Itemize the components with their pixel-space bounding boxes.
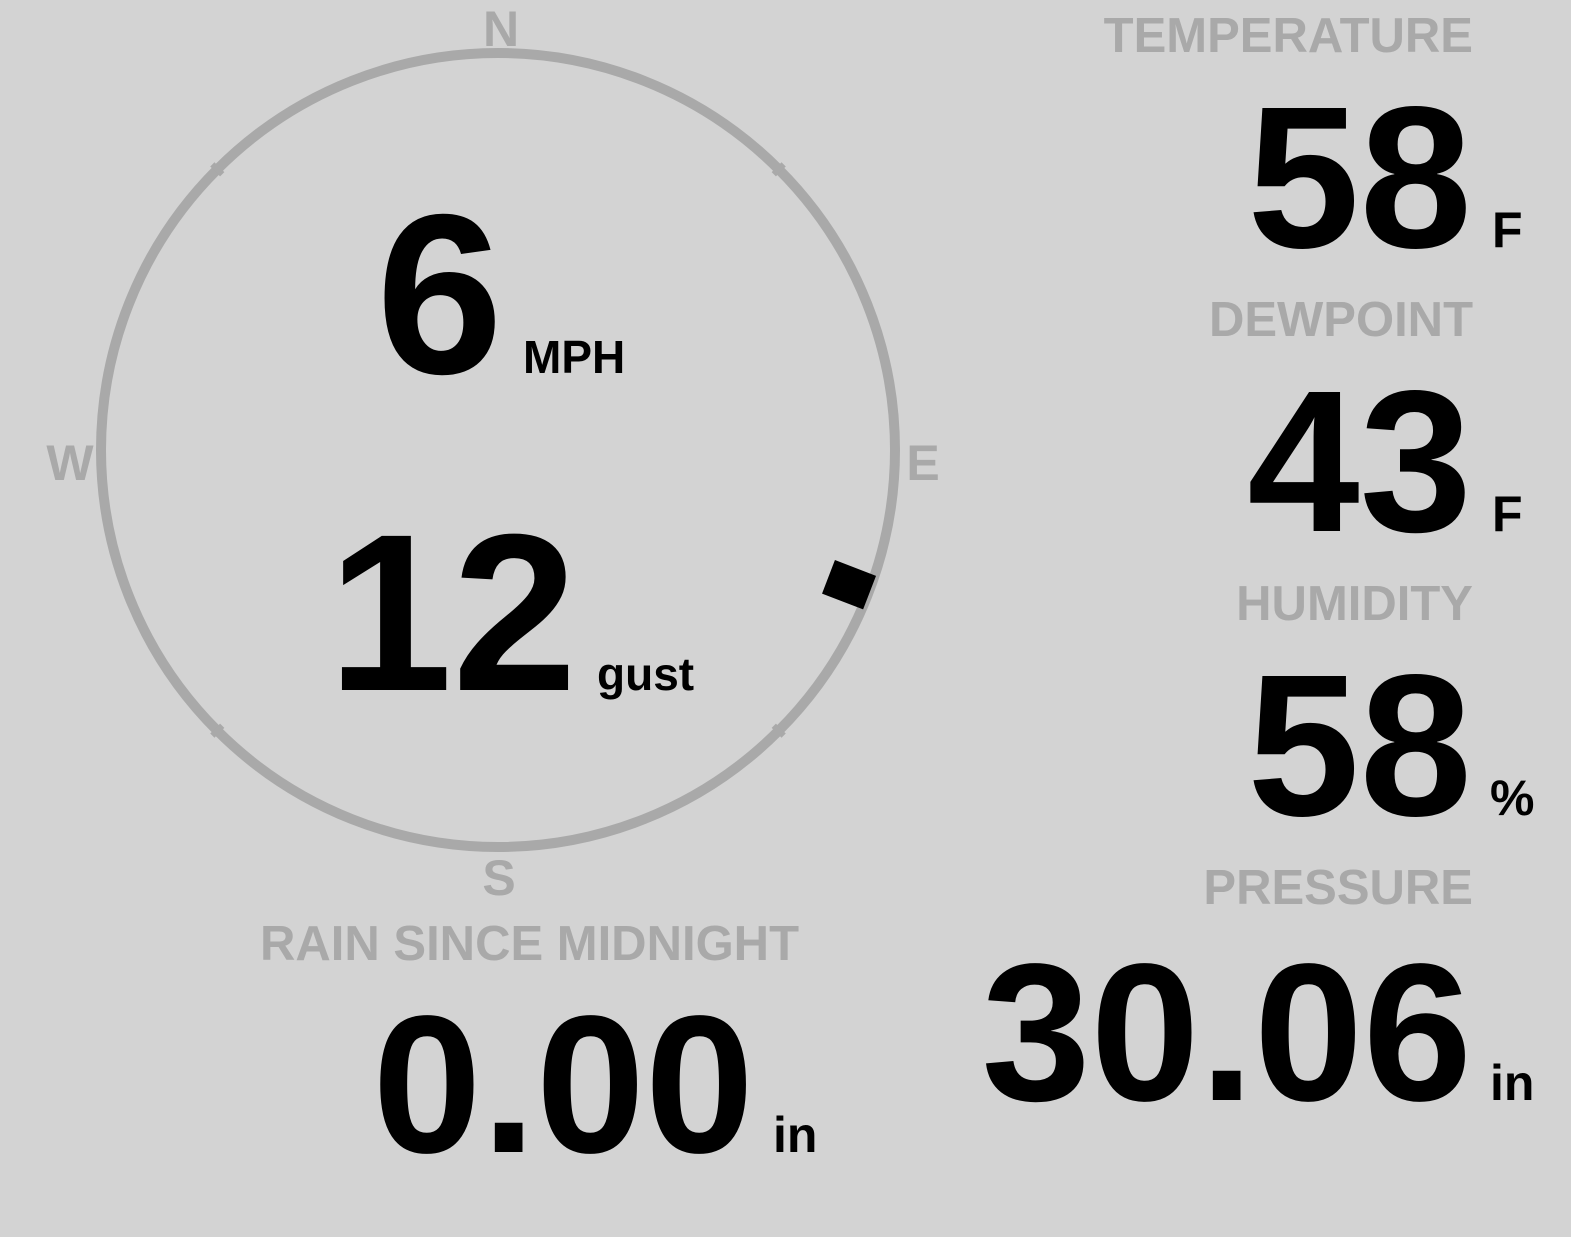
- compass-east-label: E: [906, 435, 939, 491]
- temperature-label: TEMPERATURE: [1104, 9, 1473, 63]
- dewpoint-value: 43: [1247, 348, 1472, 574]
- rain-panel: RAIN SINCE MIDNIGHT 0.00 in: [260, 917, 817, 1194]
- compass-north-label: N: [483, 1, 519, 57]
- pressure-unit: in: [1490, 1055, 1534, 1111]
- temperature-unit: F: [1492, 202, 1523, 258]
- rain-unit: in: [773, 1107, 817, 1163]
- compass-ring: [96, 48, 900, 852]
- pressure-panel: PRESSURE 30.06 in: [982, 861, 1535, 1142]
- compass-tick: [771, 723, 786, 738]
- pressure-label: PRESSURE: [1203, 861, 1473, 915]
- wind-gust-value: 12: [328, 488, 577, 738]
- wind-gust-unit: gust: [597, 648, 694, 700]
- dewpoint-unit: F: [1492, 486, 1523, 542]
- wind-speed-unit: MPH: [523, 331, 625, 383]
- compass-tick: [210, 723, 225, 738]
- dewpoint-panel: DEWPOINT 43 F: [1209, 293, 1523, 574]
- compass-tick: [210, 162, 225, 177]
- rain-value: 0.00: [373, 975, 754, 1194]
- compass-west-label: W: [46, 435, 94, 491]
- compass-south-label: S: [482, 850, 515, 906]
- rain-label: RAIN SINCE MIDNIGHT: [260, 917, 799, 971]
- compass-tick: [771, 162, 786, 177]
- dewpoint-label: DEWPOINT: [1209, 293, 1473, 347]
- humidity-unit: %: [1490, 770, 1534, 826]
- temperature-value: 58: [1247, 64, 1472, 290]
- humidity-label: HUMIDITY: [1236, 577, 1473, 631]
- wind-direction-indicator: [822, 560, 877, 610]
- pressure-value: 30.06: [982, 923, 1472, 1142]
- temperature-panel: TEMPERATURE 58 F: [1104, 9, 1523, 290]
- humidity-value: 58: [1247, 632, 1472, 858]
- humidity-panel: HUMIDITY 58 %: [1236, 577, 1534, 858]
- wind-speed-value: 6: [376, 168, 503, 422]
- wind-compass: N S W E 6 MPH 12 gust: [46, 1, 939, 906]
- compass-ticks: [210, 162, 786, 738]
